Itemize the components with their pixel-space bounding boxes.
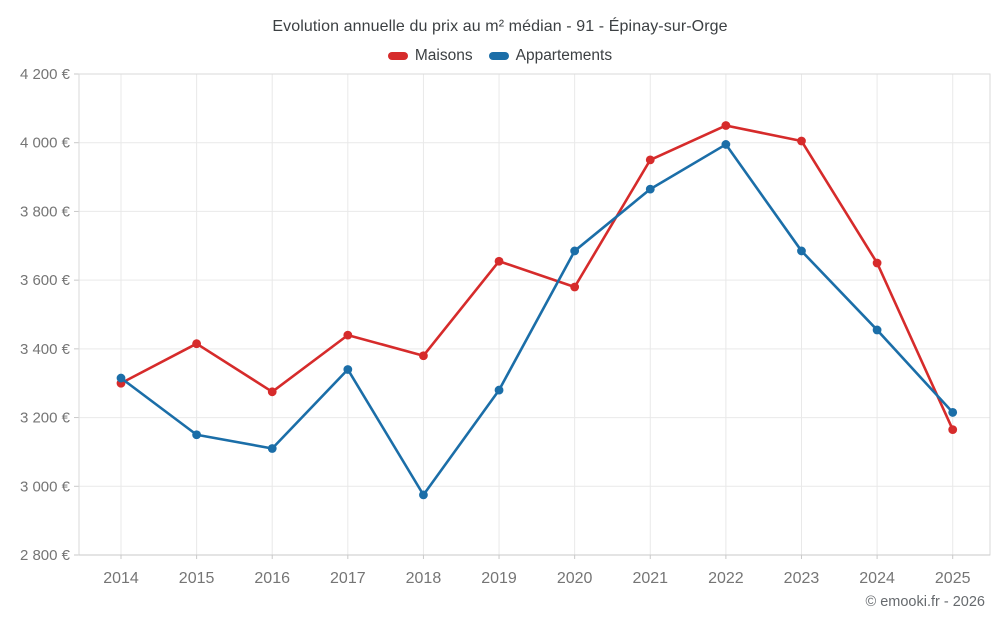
x-tick-label: 2014 bbox=[103, 570, 139, 587]
maisons-series-swatch-icon bbox=[387, 52, 408, 60]
y-tick-label: 3 400 € bbox=[20, 341, 71, 358]
legend: Maisons Appartements bbox=[0, 47, 1000, 65]
x-tick-label: 2025 bbox=[935, 570, 971, 587]
data-point bbox=[494, 385, 504, 395]
legend-label-appartements: Appartements bbox=[515, 47, 613, 64]
y-tick-label: 4 200 € bbox=[20, 66, 71, 83]
y-tick-label: 3 200 € bbox=[20, 410, 71, 427]
data-point bbox=[419, 490, 428, 500]
data-point bbox=[948, 425, 958, 434]
series-line bbox=[119, 124, 955, 431]
plot-border bbox=[78, 73, 991, 556]
data-point bbox=[343, 365, 353, 374]
data-point bbox=[645, 155, 655, 165]
data-point bbox=[267, 444, 277, 453]
x-tick-label: 2023 bbox=[784, 570, 820, 587]
data-point bbox=[343, 330, 353, 340]
x-tick-label: 2022 bbox=[708, 570, 744, 587]
data-point bbox=[721, 121, 731, 130]
y-tick-label: 3 000 € bbox=[20, 478, 71, 495]
data-point bbox=[192, 339, 202, 349]
data-point bbox=[948, 408, 958, 417]
x-tick-label: 2021 bbox=[632, 570, 668, 587]
x-tick-label: 2016 bbox=[254, 570, 290, 587]
x-tick-label: 2018 bbox=[406, 570, 442, 587]
axes bbox=[74, 73, 991, 559]
y-tick-label: 3 800 € bbox=[20, 203, 71, 220]
y-tick-label: 3 600 € bbox=[20, 272, 71, 289]
data-point bbox=[872, 258, 882, 268]
data-point bbox=[419, 351, 428, 361]
series-maisons bbox=[116, 121, 958, 434]
x-tick-label: 2024 bbox=[859, 570, 895, 587]
data-point bbox=[721, 140, 731, 149]
legend-item-maisons[interactable]: Maisons bbox=[387, 47, 473, 65]
y-tick-label: 2 800 € bbox=[20, 547, 71, 564]
legend-item-appartements[interactable]: Appartements bbox=[488, 47, 613, 65]
data-point bbox=[872, 325, 882, 335]
data-point bbox=[570, 282, 580, 292]
x-tick-label: 2019 bbox=[481, 570, 517, 587]
data-point bbox=[267, 387, 277, 397]
legend-label-maisons: Maisons bbox=[414, 47, 473, 64]
data-point bbox=[645, 184, 655, 194]
data-point bbox=[570, 246, 580, 256]
copyright-watermark: © emooki.fr - 2026 bbox=[865, 594, 985, 610]
chart-title: Evolution annuelle du prix au m² médian … bbox=[272, 18, 728, 35]
x-tick-label: 2020 bbox=[557, 570, 593, 587]
data-point bbox=[797, 246, 806, 256]
data-point bbox=[116, 373, 126, 383]
y-tick-label: 4 000 € bbox=[20, 135, 71, 152]
gridlines bbox=[79, 73, 990, 555]
data-point bbox=[494, 256, 504, 266]
data-point bbox=[192, 430, 202, 440]
series-line bbox=[119, 143, 955, 497]
series-appartements bbox=[116, 140, 958, 500]
axis-labels: 2 800 € 3 000 € 3 200 € 3 400 € 3 600 € 3 800… bbox=[20, 66, 971, 587]
appartements-series-swatch-icon bbox=[488, 52, 509, 60]
data-point bbox=[797, 136, 806, 146]
x-tick-label: 2015 bbox=[179, 570, 215, 587]
x-tick-label: 2017 bbox=[330, 570, 366, 587]
